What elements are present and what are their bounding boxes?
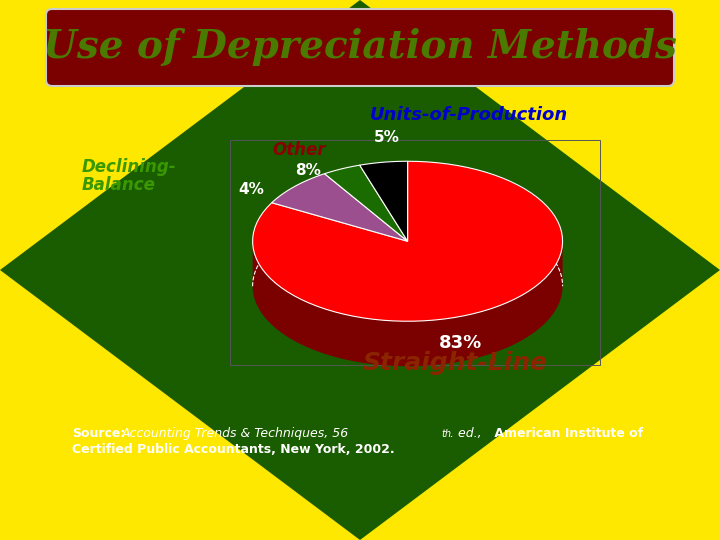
Text: Straight-Line: Straight-Line: [362, 351, 548, 375]
Text: Certified Public Accountants, New York, 2002.: Certified Public Accountants, New York, …: [72, 443, 395, 456]
Text: Accounting Trends & Techniques, 56: Accounting Trends & Techniques, 56: [122, 427, 349, 440]
Polygon shape: [271, 174, 408, 241]
Text: Source:: Source:: [72, 427, 125, 440]
Polygon shape: [325, 165, 408, 241]
Text: . ed.,: . ed.,: [450, 427, 482, 440]
Bar: [230, 140, 600, 365]
Text: th: th: [441, 429, 451, 439]
Text: Use of Depreciation Methods: Use of Depreciation Methods: [43, 28, 677, 66]
Text: 4%: 4%: [238, 182, 264, 197]
FancyBboxPatch shape: [46, 9, 674, 86]
Polygon shape: [253, 242, 562, 366]
Text: Other: Other: [272, 141, 325, 159]
Polygon shape: [360, 161, 408, 241]
Text: 5%: 5%: [374, 130, 400, 145]
Text: American Institute of: American Institute of: [490, 427, 643, 440]
Text: Declining-: Declining-: [82, 158, 176, 176]
Polygon shape: [253, 161, 562, 321]
Text: 83%: 83%: [438, 334, 482, 352]
Text: Units-of-Production: Units-of-Production: [370, 106, 568, 124]
Text: Balance: Balance: [82, 176, 156, 194]
Text: 8%: 8%: [295, 163, 321, 178]
